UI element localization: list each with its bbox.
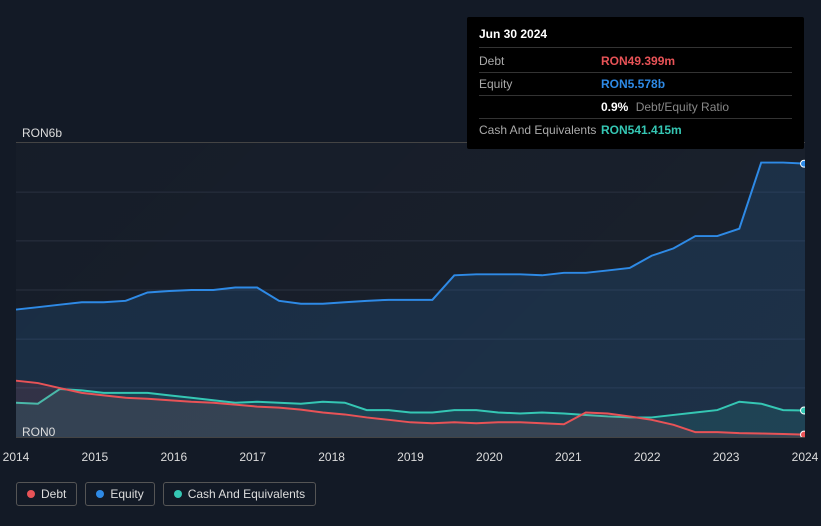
x-axis-tick-label: 2014: [3, 450, 30, 464]
chart-svg: [16, 143, 805, 437]
x-axis-tick-label: 2022: [634, 450, 661, 464]
x-axis-tick-label: 2019: [397, 450, 424, 464]
legend-item-debt[interactable]: Debt: [16, 482, 77, 506]
x-axis-tick-label: 2017: [239, 450, 266, 464]
y-axis-min-label: RON0: [22, 425, 55, 439]
data-tooltip: Jun 30 2024 DebtRON49.399mEquityRON5.578…: [467, 17, 804, 149]
x-axis-tick-label: 2018: [318, 450, 345, 464]
x-axis-tick-label: 2021: [555, 450, 582, 464]
tooltip-row-label: [479, 98, 601, 116]
tooltip-row: EquityRON5.578b: [479, 73, 792, 96]
y-axis-max-label: RON6b: [22, 126, 62, 140]
tooltip-row-value: RON5.578b: [601, 75, 665, 93]
tooltip-row: 0.9% Debt/Equity Ratio: [479, 96, 792, 119]
tooltip-row-value: RON541.415m: [601, 121, 682, 139]
legend: Debt Equity Cash And Equivalents: [16, 482, 316, 506]
legend-dot-cash: [174, 490, 182, 498]
x-axis-tick-label: 2016: [160, 450, 187, 464]
legend-label-cash: Cash And Equivalents: [188, 487, 305, 501]
tooltip-row-label: Equity: [479, 75, 601, 93]
tooltip-row-label: Debt: [479, 52, 601, 70]
legend-item-equity[interactable]: Equity: [85, 482, 154, 506]
tooltip-row-value: RON49.399m: [601, 52, 675, 70]
legend-dot-debt: [27, 490, 35, 498]
legend-item-cash[interactable]: Cash And Equivalents: [163, 482, 316, 506]
tooltip-row-label: Cash And Equivalents: [479, 121, 601, 139]
tooltip-row: DebtRON49.399m: [479, 50, 792, 73]
tooltip-row: Cash And EquivalentsRON541.415m: [479, 119, 792, 141]
tooltip-row-suffix: Debt/Equity Ratio: [632, 100, 729, 114]
legend-label-equity: Equity: [110, 487, 143, 501]
tooltip-row-value: 0.9% Debt/Equity Ratio: [601, 98, 729, 116]
x-axis-tick-label: 2024: [792, 450, 819, 464]
chart-plot-area[interactable]: [16, 142, 805, 438]
legend-label-debt: Debt: [41, 487, 66, 501]
x-axis-tick-label: 2020: [476, 450, 503, 464]
x-axis-tick-label: 2023: [713, 450, 740, 464]
legend-dot-equity: [96, 490, 104, 498]
tooltip-date: Jun 30 2024: [479, 25, 792, 48]
x-axis-tick-label: 2015: [82, 450, 109, 464]
